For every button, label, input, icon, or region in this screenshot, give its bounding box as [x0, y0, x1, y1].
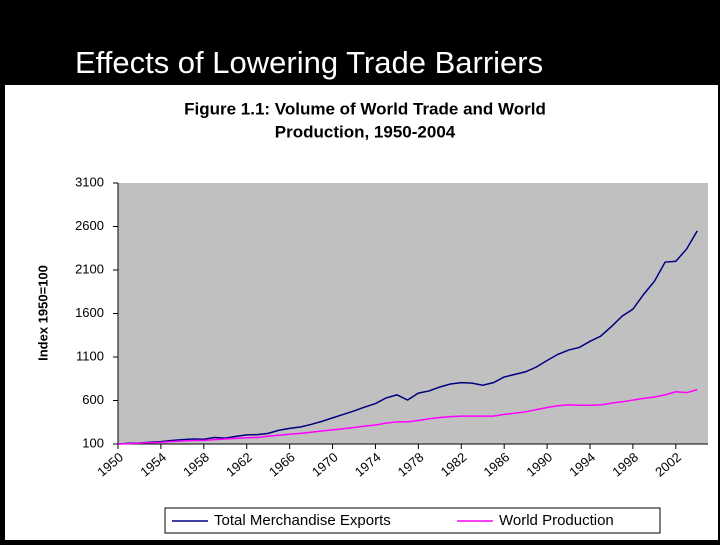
y-tick-label: 100 — [82, 435, 104, 450]
series-line — [117, 388, 698, 445]
y-tick-label: 2600 — [75, 218, 104, 233]
y-tick-label: 1600 — [75, 305, 104, 320]
y-axis-label: Index 1950=100 — [35, 265, 50, 361]
series-line — [117, 230, 698, 445]
legend — [164, 507, 661, 534]
legend-label: Total Merchandise Exports — [214, 512, 391, 529]
y-tick-label: 2100 — [75, 261, 104, 276]
chart-title: Figure 1.1: Volume of World Trade and Wo… — [184, 99, 546, 118]
chart-title: Production, 1950-2004 — [275, 122, 456, 141]
plot-area — [118, 183, 708, 444]
slide-title: Effects of Lowering Trade Barriers — [75, 45, 543, 80]
y-tick-label: 1100 — [76, 348, 104, 363]
legend-label: World Production — [499, 512, 614, 529]
y-tick-label: 600 — [82, 392, 104, 407]
y-tick-label: 3100 — [75, 174, 104, 189]
